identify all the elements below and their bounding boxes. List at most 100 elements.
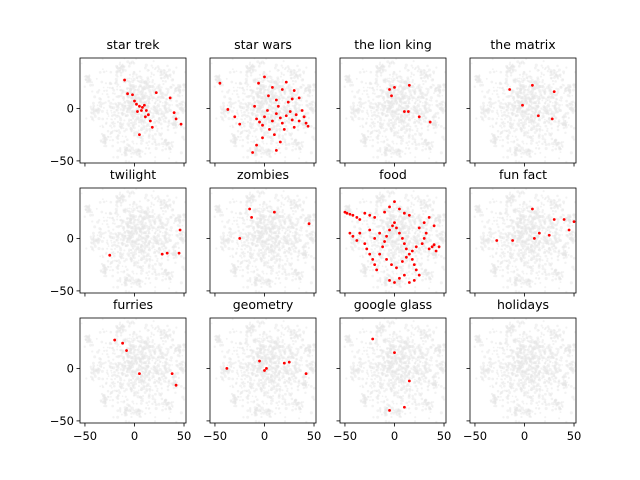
background-point — [495, 70, 498, 73]
background-point — [116, 218, 119, 221]
background-point — [286, 65, 290, 69]
background-point — [515, 79, 519, 83]
background-point — [425, 97, 428, 101]
background-point — [424, 142, 428, 145]
background-point — [518, 77, 521, 80]
background-point — [373, 110, 376, 114]
background-point — [432, 118, 435, 121]
background-point — [88, 79, 92, 82]
background-point — [273, 85, 277, 89]
background-point — [163, 119, 166, 123]
background-point — [434, 87, 437, 90]
background-point — [130, 285, 133, 289]
highlight-point — [144, 109, 148, 112]
background-point — [509, 68, 513, 71]
background-point — [280, 85, 284, 89]
background-point — [584, 104, 587, 107]
background-point — [419, 92, 423, 96]
background-point — [382, 104, 386, 108]
background-point — [458, 121, 460, 123]
background-point — [396, 151, 399, 154]
background-point — [520, 119, 523, 122]
background-point — [413, 82, 416, 85]
background-point — [169, 151, 172, 154]
background-point — [447, 97, 449, 99]
background-point — [139, 92, 142, 96]
background-point — [259, 88, 262, 91]
background-point — [405, 114, 409, 117]
background-point — [262, 109, 264, 112]
background-point — [532, 134, 535, 137]
background-point — [531, 139, 534, 143]
background-point — [179, 255, 183, 258]
background-point — [257, 95, 259, 98]
background-point — [254, 148, 258, 151]
background-point — [361, 68, 364, 71]
background-point — [262, 134, 266, 137]
background-point — [249, 118, 253, 122]
background-point — [93, 109, 95, 112]
background-point — [126, 114, 129, 117]
highlight-point — [226, 108, 230, 111]
background-point — [408, 112, 411, 115]
background-point — [356, 104, 359, 107]
background-point — [380, 64, 384, 68]
background-point — [388, 160, 391, 163]
background-point — [114, 252, 116, 255]
background-point — [408, 118, 412, 122]
background-point — [390, 155, 393, 159]
background-point — [183, 106, 186, 109]
background-point — [278, 80, 281, 84]
background-point — [483, 114, 487, 118]
background-point — [369, 124, 372, 128]
background-point — [272, 94, 276, 98]
background-point — [441, 94, 444, 97]
background-point — [522, 85, 526, 89]
background-point — [553, 119, 556, 123]
background-point — [133, 130, 135, 132]
background-point — [433, 92, 436, 95]
background-point — [385, 86, 389, 90]
background-point — [258, 160, 261, 163]
background-point — [372, 103, 375, 105]
background-point — [522, 142, 525, 145]
background-point — [239, 101, 243, 105]
background-point — [558, 73, 562, 77]
background-point — [557, 120, 560, 123]
background-point — [103, 145, 106, 148]
background-point — [368, 82, 372, 86]
background-point — [111, 144, 115, 148]
background-point — [520, 92, 523, 95]
background-point — [418, 117, 422, 121]
background-point — [530, 81, 533, 84]
background-point — [558, 147, 562, 151]
background-point — [236, 117, 239, 120]
background-point — [536, 76, 540, 80]
background-point — [499, 124, 502, 128]
background-point — [411, 117, 413, 120]
background-point — [554, 73, 557, 76]
background-point — [282, 73, 285, 76]
background-point — [483, 95, 487, 99]
background-point — [60, 211, 62, 213]
background-point — [392, 148, 395, 152]
background-point — [89, 105, 92, 108]
background-point — [127, 95, 129, 98]
background-point — [160, 115, 164, 119]
highlight-point — [284, 114, 288, 118]
background-point — [162, 76, 166, 80]
background-point — [102, 70, 106, 74]
background-point — [412, 73, 415, 76]
background-point — [174, 89, 177, 92]
background-point — [529, 91, 532, 94]
background-point — [238, 86, 241, 89]
background-point — [379, 118, 383, 122]
background-point — [329, 128, 332, 131]
background-point — [410, 85, 414, 89]
background-point — [524, 112, 526, 114]
background-point — [167, 125, 170, 128]
background-point — [486, 111, 490, 115]
background-point — [491, 125, 495, 129]
background-point — [122, 140, 126, 144]
